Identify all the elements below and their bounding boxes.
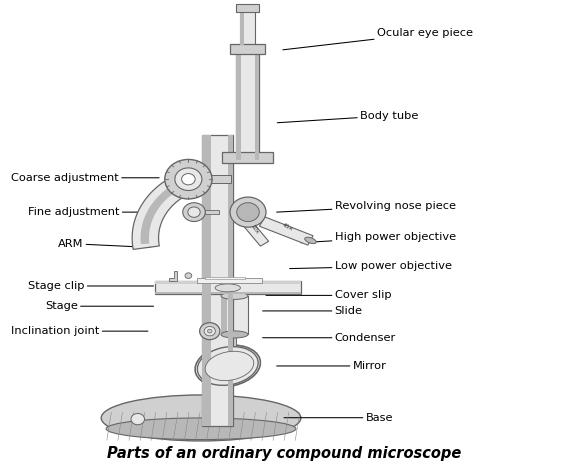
Text: Fine adjustment: Fine adjustment (28, 207, 159, 217)
Text: Slide: Slide (262, 306, 362, 316)
Bar (240, 10, 255, 45)
Text: Stage clip: Stage clip (28, 281, 153, 291)
Polygon shape (154, 281, 301, 284)
Text: Stage: Stage (45, 301, 153, 311)
Ellipse shape (205, 351, 254, 381)
Bar (236, 50, 259, 160)
Polygon shape (260, 217, 313, 245)
Circle shape (207, 329, 212, 333)
Ellipse shape (221, 292, 248, 299)
Circle shape (182, 174, 195, 185)
Circle shape (237, 203, 259, 221)
Bar (205, 277, 245, 279)
Bar (222, 152, 273, 163)
Polygon shape (228, 135, 233, 426)
Circle shape (183, 203, 205, 221)
Text: Coarse adjustment: Coarse adjustment (11, 173, 159, 183)
Circle shape (131, 414, 144, 425)
Polygon shape (240, 10, 244, 45)
Bar (197, 278, 261, 283)
Text: 10x: 10x (250, 224, 260, 236)
Text: Body tube: Body tube (277, 111, 418, 123)
Circle shape (188, 207, 200, 218)
Text: High power objective: High power objective (301, 232, 456, 243)
Bar (202, 135, 233, 426)
Ellipse shape (215, 284, 240, 292)
Polygon shape (132, 169, 201, 249)
Circle shape (175, 168, 202, 190)
Text: Base: Base (284, 413, 393, 423)
Circle shape (185, 273, 192, 278)
Text: 45x: 45x (281, 222, 294, 231)
Text: Inclination joint: Inclination joint (11, 326, 148, 336)
Text: Ocular eye piece: Ocular eye piece (283, 29, 473, 50)
Ellipse shape (106, 418, 296, 439)
Ellipse shape (305, 237, 316, 244)
Ellipse shape (101, 395, 301, 441)
Polygon shape (221, 296, 227, 335)
Polygon shape (169, 271, 177, 281)
Bar (154, 281, 301, 295)
Circle shape (199, 323, 220, 339)
Circle shape (204, 327, 215, 336)
Bar (230, 336, 236, 360)
Text: Revolving nose piece: Revolving nose piece (277, 201, 456, 212)
Text: ARM: ARM (58, 238, 150, 248)
Polygon shape (141, 177, 194, 244)
Text: Condenser: Condenser (262, 333, 396, 343)
Bar (204, 210, 219, 215)
Text: Parts of an ordinary compound microscope: Parts of an ordinary compound microscope (107, 446, 461, 461)
Polygon shape (202, 135, 211, 426)
Polygon shape (154, 292, 301, 295)
Text: Cover slip: Cover slip (266, 290, 391, 300)
Text: Mirror: Mirror (277, 361, 386, 371)
Bar (236, 4, 258, 12)
Circle shape (230, 197, 266, 227)
Bar (230, 44, 265, 54)
Bar (211, 176, 231, 183)
Polygon shape (255, 50, 259, 160)
Ellipse shape (197, 347, 258, 386)
Polygon shape (236, 50, 241, 160)
Text: Low power objective: Low power objective (290, 261, 452, 271)
Circle shape (165, 159, 212, 199)
Ellipse shape (221, 331, 248, 338)
Polygon shape (241, 218, 269, 246)
Bar (221, 296, 248, 335)
